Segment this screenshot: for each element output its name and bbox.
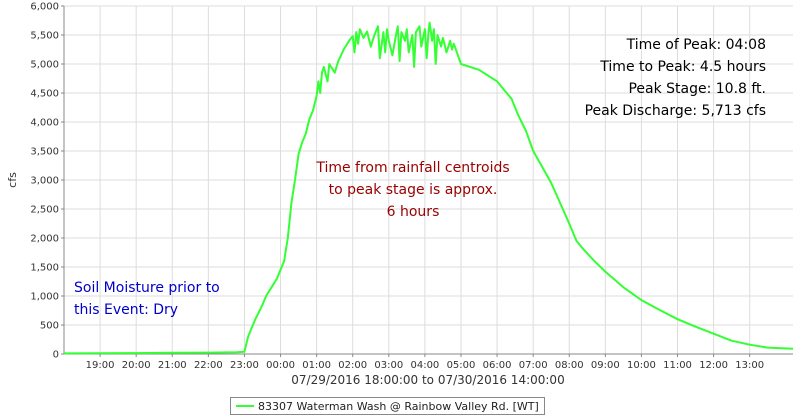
centroid-line-2: to peak stage is approx. [329, 182, 498, 198]
y-axis-ticks: 0 500 1,000 1,500 2,000 2,500 3,000 3,500 4,000 4… [30, 2, 64, 361]
legend-swatch [236, 405, 254, 407]
chart-legend: 83307 Waterman Wash @ Rainbow Valley Rd.… [230, 397, 545, 415]
y-axis-title: cfs [6, 172, 19, 188]
y-tick-label: 3,000 [30, 176, 59, 187]
x-tick-label: 11:00 [663, 360, 692, 371]
peak-stage-text: Peak Stage: 10.8 ft. [628, 81, 766, 97]
x-axis-ticks: 19:00 20:00 21:00 22:00 23:00 00:00 01:00 02:00… [86, 354, 764, 371]
x-tick-label: 03:00 [374, 360, 403, 371]
peak-annotation: Time of Peak: 04:08 Time to Peak: 4.5 ho… [585, 37, 766, 119]
y-tick-label: 5,000 [30, 60, 59, 71]
x-tick-label: 13:00 [735, 360, 764, 371]
centroid-annotation: Time from rainfall centroids to peak sta… [315, 160, 509, 220]
x-tick-label: 00:00 [266, 360, 295, 371]
x-tick-label: 01:00 [302, 360, 331, 371]
x-axis-title: 07/29/2016 18:00:00 to 07/30/2016 14:00:… [291, 373, 564, 387]
centroid-line-1: Time from rainfall centroids [315, 160, 509, 176]
x-tick-label: 23:00 [230, 360, 259, 371]
soil-line-2: this Event: Dry [74, 302, 178, 318]
soil-line-1: Soil Moisture prior to [74, 280, 220, 296]
centroid-line-3: 6 hours [387, 204, 440, 220]
soil-moisture-annotation: Soil Moisture prior to this Event: Dry [74, 280, 220, 318]
x-tick-label: 07:00 [519, 360, 548, 371]
x-tick-label: 19:00 [86, 360, 115, 371]
y-tick-label: 1,500 [30, 263, 59, 274]
x-tick-label: 06:00 [483, 360, 512, 371]
y-tick-label: 0 [53, 350, 59, 361]
y-tick-label: 6,000 [30, 2, 59, 13]
y-tick-label: 5,500 [30, 31, 59, 42]
time-of-peak-text: Time of Peak: 04:08 [626, 37, 766, 53]
y-tick-label: 4,000 [30, 118, 59, 129]
x-tick-label: 02:00 [338, 360, 367, 371]
x-tick-label: 10:00 [627, 360, 656, 371]
x-tick-label: 20:00 [122, 360, 151, 371]
y-tick-label: 2,500 [30, 205, 59, 216]
x-tick-label: 22:00 [194, 360, 223, 371]
y-tick-label: 4,500 [30, 89, 59, 100]
x-tick-label: 08:00 [555, 360, 584, 371]
x-tick-label: 09:00 [591, 360, 620, 371]
x-tick-label: 12:00 [699, 360, 728, 371]
y-tick-label: 3,500 [30, 147, 59, 158]
x-tick-label: 04:00 [410, 360, 439, 371]
x-tick-label: 21:00 [158, 360, 187, 371]
legend-label: 83307 Waterman Wash @ Rainbow Valley Rd.… [258, 399, 539, 413]
y-tick-label: 500 [40, 321, 59, 332]
y-tick-label: 2,000 [30, 234, 59, 245]
series-line-waterman-wash [63, 21, 794, 355]
x-tick-label: 05:00 [447, 360, 476, 371]
time-to-peak-text: Time to Peak: 4.5 hours [599, 59, 766, 75]
grid-lines [64, 5, 793, 355]
y-tick-label: 1,000 [30, 292, 59, 303]
peak-discharge-text: Peak Discharge: 5,713 cfs [585, 103, 766, 119]
